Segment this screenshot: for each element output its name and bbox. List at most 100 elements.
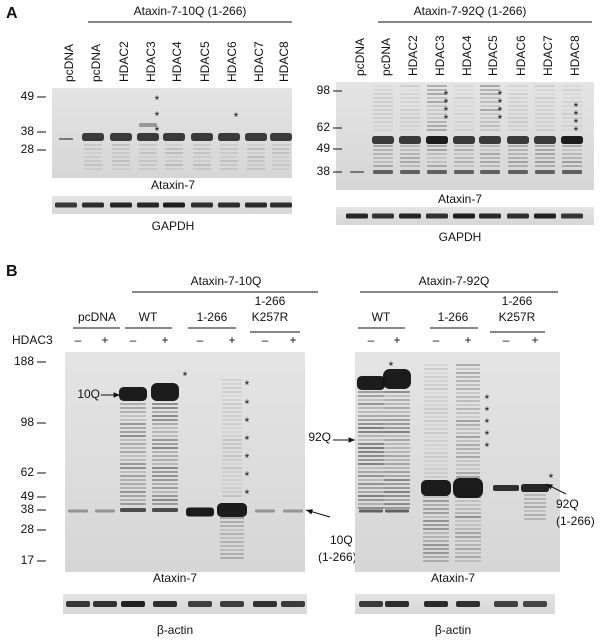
band <box>508 157 528 159</box>
band <box>455 532 481 534</box>
band <box>84 168 102 170</box>
asterisk: * <box>485 404 490 418</box>
lane-label: HDAC5 <box>486 35 500 76</box>
band <box>55 202 77 208</box>
band <box>152 455 178 457</box>
band <box>423 560 449 562</box>
band <box>455 524 481 526</box>
band <box>400 125 420 127</box>
lane-label: HDAC2 <box>117 41 131 82</box>
band <box>152 459 178 461</box>
band <box>562 157 582 159</box>
band <box>480 101 500 103</box>
asterisk: * <box>245 487 250 501</box>
arrow-label: 92Q <box>556 497 579 511</box>
band <box>507 136 529 144</box>
band <box>456 380 480 382</box>
band <box>535 157 555 159</box>
band <box>220 156 238 158</box>
band <box>120 435 146 437</box>
treatment-sign: + <box>464 333 471 347</box>
band <box>456 384 480 386</box>
band <box>137 202 159 208</box>
band <box>358 475 384 477</box>
mw-label: 49 <box>317 141 331 155</box>
band <box>358 483 384 485</box>
band <box>456 396 480 398</box>
band <box>163 202 185 208</box>
asterisk: * <box>183 369 188 383</box>
blot <box>355 594 555 614</box>
treatment-sign: – <box>262 333 269 347</box>
band <box>222 479 242 481</box>
band <box>508 85 528 87</box>
band <box>454 165 474 167</box>
band <box>535 117 555 119</box>
band <box>152 491 178 493</box>
band <box>152 435 178 437</box>
arrow-label: (1-266) <box>318 550 357 564</box>
band <box>373 145 393 147</box>
band <box>456 424 480 426</box>
band <box>253 601 277 607</box>
asterisk: * <box>485 392 490 406</box>
band <box>384 427 410 429</box>
band <box>384 503 410 505</box>
asterisk: * <box>485 428 490 442</box>
band <box>524 510 546 512</box>
band <box>120 407 146 409</box>
band <box>456 388 480 390</box>
band <box>193 144 211 146</box>
band <box>193 160 211 162</box>
band <box>480 149 500 151</box>
asterisk: * <box>444 96 449 110</box>
band <box>373 170 393 174</box>
band <box>358 491 384 493</box>
band <box>153 601 177 607</box>
band <box>272 148 290 150</box>
arrow-label: 10Q <box>77 387 100 401</box>
group-title: Ataxin-7-10Q (1-266) <box>134 4 247 18</box>
band <box>424 380 448 382</box>
band <box>456 428 480 430</box>
band <box>222 495 242 497</box>
band <box>220 549 244 551</box>
band <box>384 415 410 417</box>
band <box>220 601 244 607</box>
mw-label: 38 <box>21 124 35 138</box>
asterisk: * <box>574 116 579 130</box>
band <box>222 407 242 409</box>
band <box>373 149 393 151</box>
band <box>152 419 178 421</box>
band <box>454 85 474 87</box>
band <box>508 153 528 155</box>
band <box>424 416 448 418</box>
band <box>120 419 146 421</box>
band <box>120 431 146 433</box>
band <box>222 435 242 437</box>
band <box>84 164 102 166</box>
band <box>384 447 410 449</box>
band <box>456 464 480 466</box>
band <box>373 105 393 107</box>
band <box>385 509 409 513</box>
band <box>423 536 449 538</box>
band <box>384 459 410 461</box>
mw-label: 62 <box>21 465 35 479</box>
band <box>424 460 448 462</box>
band <box>384 463 410 465</box>
band <box>562 149 582 151</box>
band <box>59 138 73 140</box>
band <box>400 145 420 147</box>
band <box>385 601 409 607</box>
band <box>456 392 480 394</box>
band <box>222 455 242 457</box>
band <box>454 149 474 151</box>
band <box>222 487 242 489</box>
band <box>454 125 474 127</box>
band <box>120 459 146 461</box>
band <box>84 156 102 158</box>
band <box>455 500 481 502</box>
band <box>400 157 420 159</box>
band <box>384 495 410 497</box>
